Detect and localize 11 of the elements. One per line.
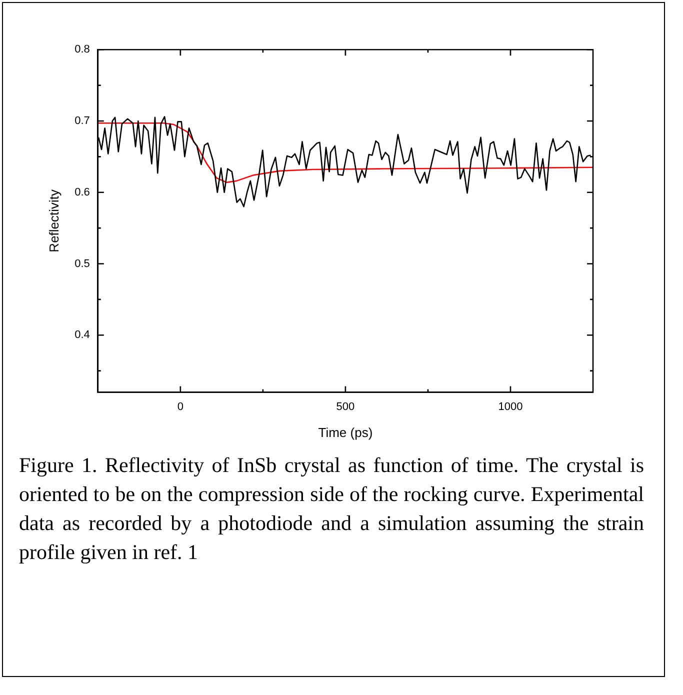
y-tick-label: 0.6 — [74, 186, 90, 198]
y-tick-label: 0.7 — [74, 115, 90, 128]
y-tick-label: 0.5 — [74, 258, 90, 270]
x-tick-label: 1000 — [498, 400, 523, 413]
y-axis-title: Reflectivity — [46, 188, 62, 252]
caption: Figure 1. Reflectivity of InSb crystal as function of time. The crystal is oriented to be on the compression side of the rocking curve. Experimental data as recorded by a photodiode and a simulation assuming the strain profile given in ref. 1 — [19, 452, 644, 566]
x-axis-title: Time (ps) — [318, 424, 373, 440]
x-tick-label: 0 — [177, 400, 184, 413]
y-tick-label: 0.8 — [74, 44, 90, 56]
y-tick-label: 0.4 — [74, 329, 90, 342]
x-tick-label: 500 — [336, 400, 355, 413]
